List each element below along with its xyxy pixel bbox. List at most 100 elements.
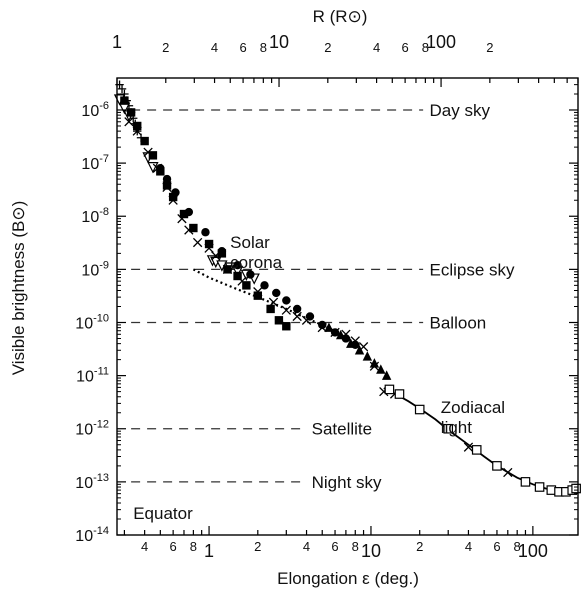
- cross-marker: [211, 251, 221, 261]
- cross-marker: [192, 237, 203, 248]
- x-minor-tick-label: 2: [416, 539, 423, 554]
- cross-marker: [292, 311, 302, 322]
- x-minor-tick-label: 4: [303, 539, 310, 554]
- filled-triangle-marker: [376, 364, 386, 374]
- y-tick-label: 10-6: [81, 100, 109, 120]
- x-minor-tick-label: 8: [352, 539, 359, 554]
- filled-circle-marker: [272, 288, 281, 298]
- cross-marker: [268, 297, 279, 307]
- cross-marker: [152, 163, 163, 173]
- cross-marker: [124, 117, 134, 127]
- top-minor-tick-label: 2: [162, 40, 169, 55]
- open-square-marker: [492, 461, 502, 471]
- y-tick-label: 10-7: [81, 153, 109, 173]
- x-major-tick-label: 1: [204, 541, 214, 561]
- y-tick-label: 10-14: [75, 525, 109, 545]
- filled-square-marker: [242, 281, 251, 290]
- top-minor-tick-label: 8: [260, 40, 267, 55]
- filled-triangle-marker: [354, 345, 365, 355]
- filled-circle-marker: [246, 270, 255, 279]
- cross-marker: [162, 182, 172, 192]
- top-major-tick-label: 10: [269, 32, 289, 52]
- top-major-tick-label: 100: [426, 32, 456, 52]
- top-minor-tick-label: 6: [402, 40, 409, 55]
- cross-marker: [281, 305, 291, 315]
- filled-triangle-marker: [362, 351, 373, 361]
- filled-triangle-marker: [324, 322, 334, 332]
- x-minor-tick-label: 4: [465, 539, 472, 554]
- open-square-marker: [471, 445, 482, 455]
- x-minor-tick-label: 6: [331, 539, 338, 554]
- open-square-marker: [414, 404, 425, 415]
- top-minor-tick-label: 2: [324, 40, 331, 55]
- cross-marker: [132, 126, 142, 136]
- open-square-marker: [384, 384, 395, 395]
- y-tick-label: 10-12: [75, 419, 109, 439]
- cross-marker: [143, 147, 153, 157]
- axis-ticks-layer: [116, 77, 579, 536]
- top-minor-tick-label: 2: [486, 40, 493, 55]
- x-minor-tick-label: 8: [514, 539, 521, 554]
- x-minor-tick-label: 4: [141, 539, 148, 554]
- filled-circle-marker: [184, 207, 194, 217]
- top-major-tick-label: 1: [112, 32, 122, 52]
- filled-square-marker: [282, 322, 291, 331]
- filled-circle-marker: [162, 174, 172, 184]
- filled-square-marker: [266, 304, 275, 314]
- region-label: Zodiacal: [441, 398, 505, 417]
- region-label: light: [441, 418, 472, 437]
- open-square-marker: [394, 389, 405, 399]
- filled-triangle-marker: [346, 338, 356, 348]
- filled-square-marker: [140, 136, 149, 146]
- data-points-layer: [113, 80, 581, 497]
- region-label: Equator: [133, 504, 193, 523]
- cross-marker: [184, 225, 194, 235]
- filled-square-marker: [179, 209, 189, 219]
- cross-marker: [301, 315, 312, 325]
- filled-square-marker: [168, 192, 178, 202]
- filled-circle-marker: [233, 260, 242, 270]
- y-tick-label: 10-11: [76, 366, 109, 386]
- f-corona-dotted-curve: [192, 268, 356, 345]
- x-minor-tick-label: 2: [254, 539, 261, 554]
- filled-square-marker: [120, 96, 129, 105]
- filled-square-marker: [204, 239, 214, 249]
- open-down-triangle-marker: [147, 162, 159, 174]
- cross-marker: [204, 243, 214, 253]
- x-axis-title: Elongation ε (deg.): [277, 569, 419, 588]
- filled-circle-marker: [217, 246, 227, 256]
- top-minor-tick-label: 8: [422, 40, 429, 55]
- x-minor-tick-label: 6: [493, 539, 500, 554]
- filled-square-marker: [189, 223, 198, 233]
- filled-square-marker: [148, 151, 158, 160]
- cross-marker: [237, 276, 247, 286]
- filled-circle-marker: [318, 320, 327, 330]
- annotations-layer: Day sky Eclipse sky Balloon Satellite Night …: [133, 101, 515, 523]
- filled-triangle-marker: [369, 358, 380, 368]
- x-major-tick-label: 100: [518, 541, 548, 561]
- top-axis-title: R (R⊙): [313, 7, 368, 26]
- filled-square-marker: [126, 108, 136, 117]
- y-axis-title: Visible brightness (B⊙): [9, 201, 28, 376]
- y-tick-label: 10-10: [75, 312, 109, 332]
- open-square-marker: [534, 482, 545, 492]
- filled-square-marker: [274, 316, 284, 325]
- cross-marker: [253, 287, 263, 297]
- region-label: Solar: [230, 233, 270, 252]
- cross-marker: [463, 442, 474, 452]
- cross-marker: [168, 195, 178, 205]
- top-minor-tick-label: 6: [239, 40, 246, 55]
- y-tick-label: 10-13: [75, 472, 109, 492]
- filled-triangle-marker: [381, 370, 392, 380]
- cross-marker: [222, 264, 233, 275]
- x-minor-tick-label: 6: [170, 539, 177, 554]
- filled-square-marker: [162, 181, 172, 190]
- reference-label: Eclipse sky: [430, 260, 516, 279]
- cross-marker: [503, 467, 513, 478]
- filled-circle-marker: [171, 188, 180, 197]
- open-square-marker: [520, 477, 531, 487]
- reference-label: Night sky: [312, 473, 382, 492]
- filled-square-marker: [133, 121, 142, 131]
